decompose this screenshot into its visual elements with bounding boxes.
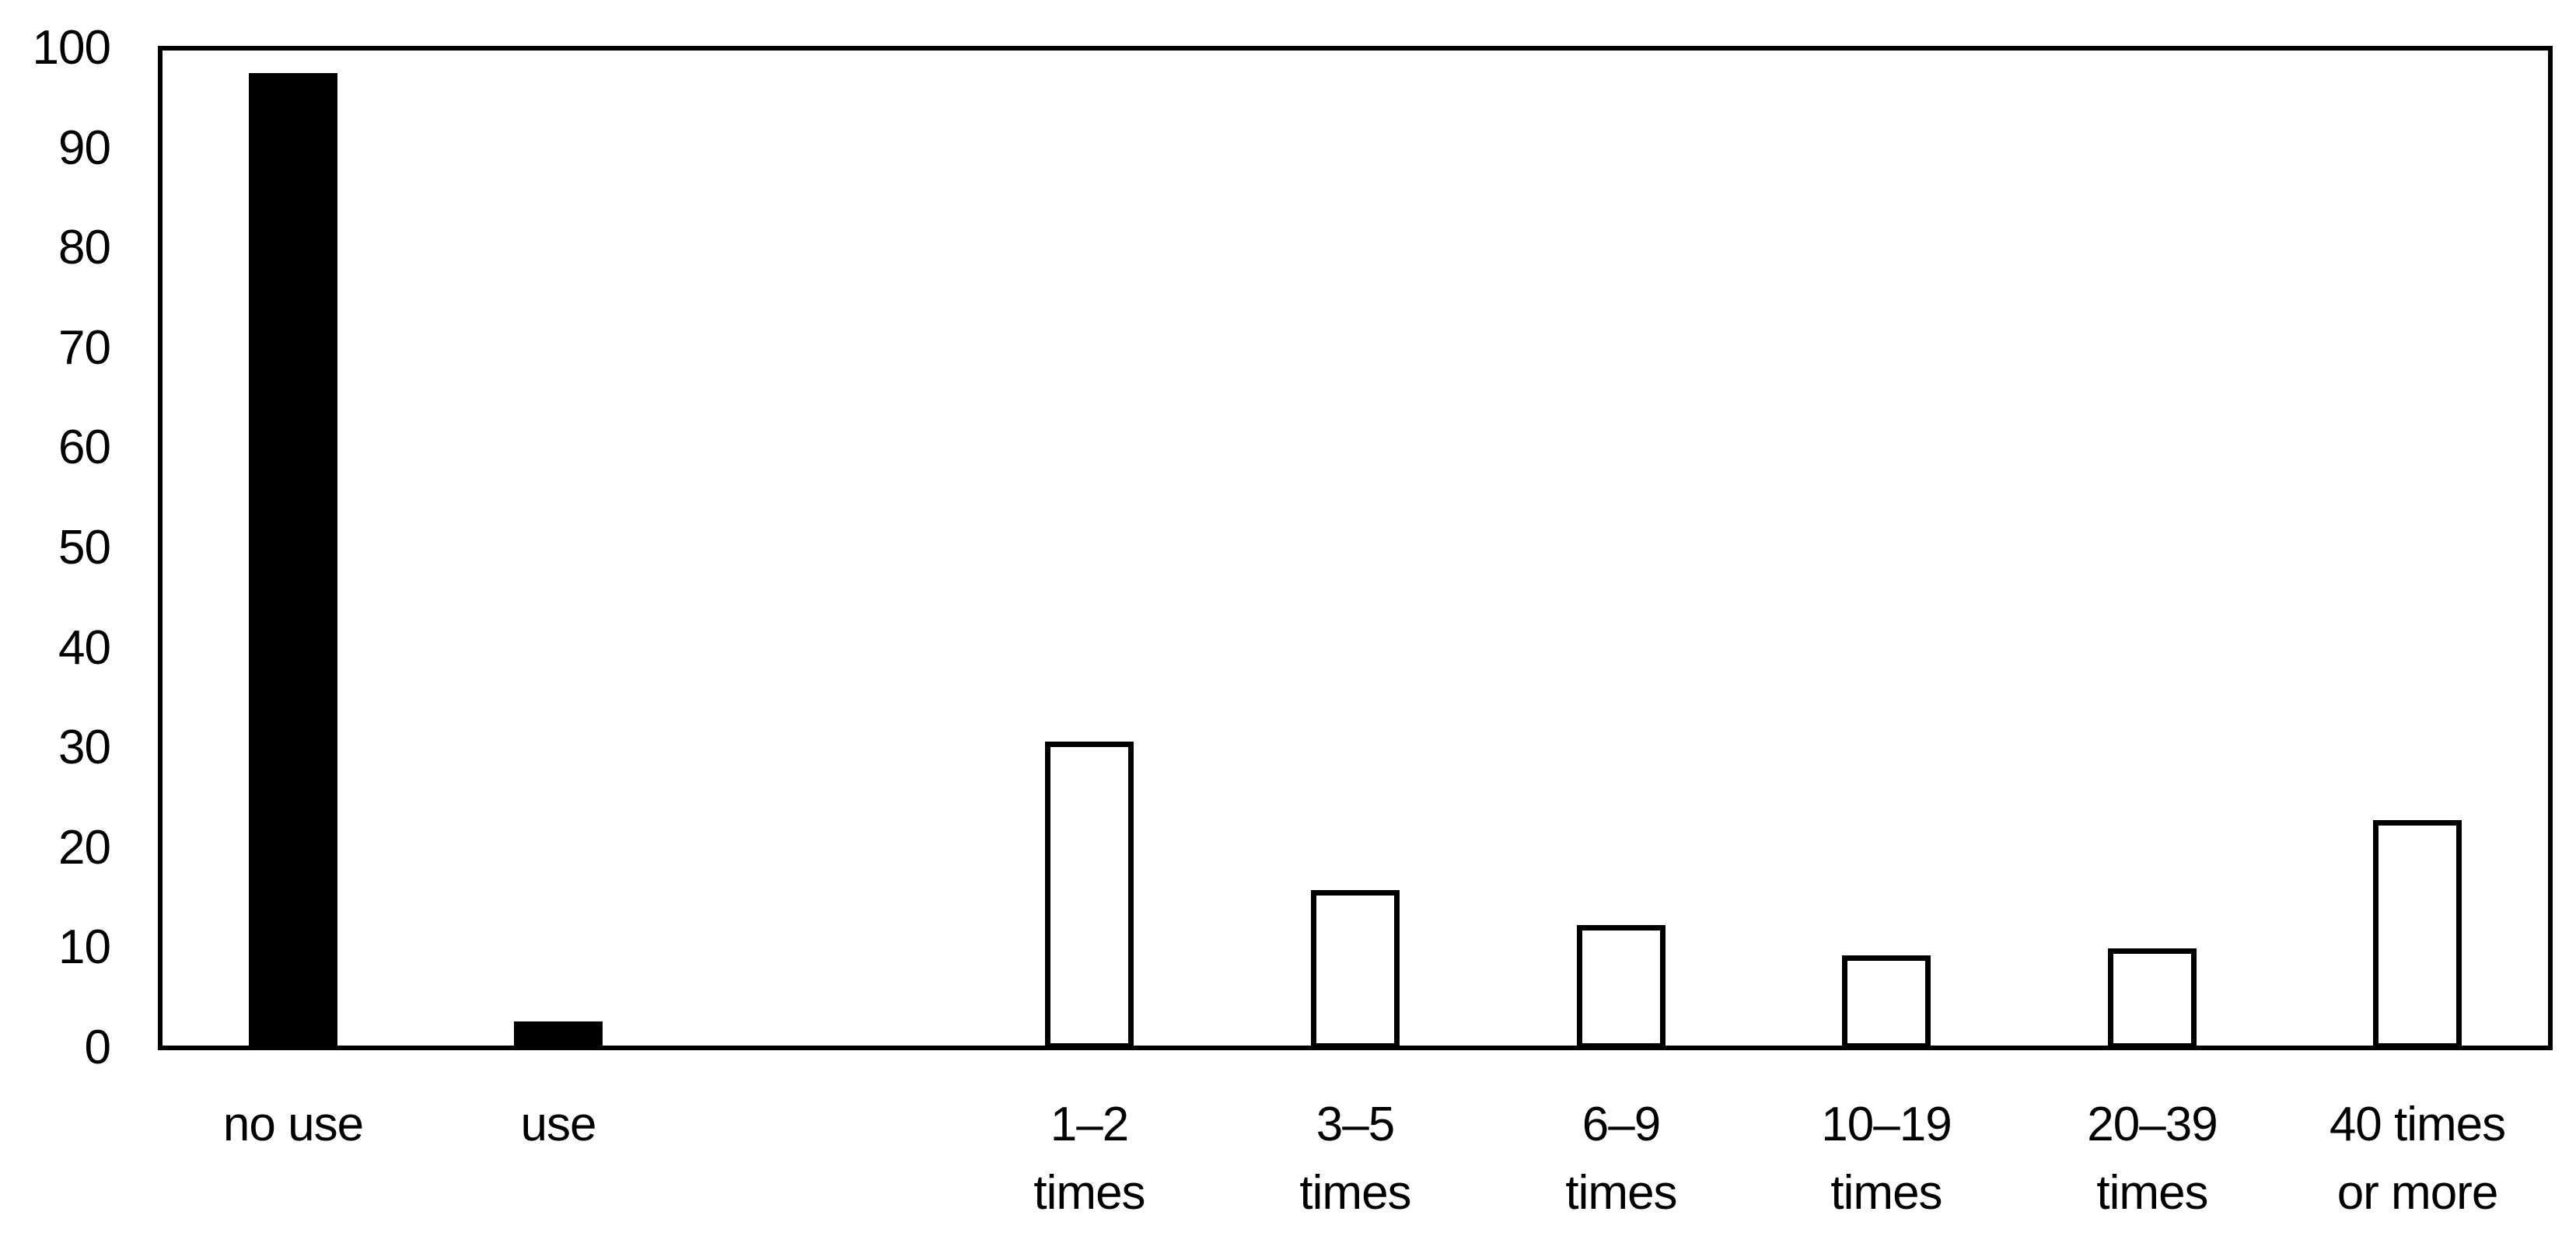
x-category-label-use: use (520, 1098, 597, 1151)
x-category-label-20-39-times: 20–39 times (2087, 1098, 2218, 1220)
y-tick-label-100: 100 (32, 21, 111, 75)
y-tick-label-30: 30 (58, 721, 111, 774)
bar-20-39-times (2108, 948, 2197, 1049)
bar-3-5-times (1311, 890, 1400, 1049)
x-category-label-10-19-times: 10–19 times (1821, 1098, 1952, 1220)
y-tick-label-50: 50 (58, 521, 111, 574)
x-category-label-3-5-times: 3–5 times (1299, 1098, 1411, 1220)
bar-1-2-times (1045, 742, 1134, 1049)
x-category-label-no-use: no use (222, 1098, 364, 1151)
y-tick-label-90: 90 (58, 121, 111, 175)
y-tick-label-10: 10 (58, 920, 111, 974)
bar-6-9-times (1577, 925, 1665, 1049)
y-tick-label-0: 0 (84, 1021, 111, 1074)
y-tick-label-60: 60 (58, 421, 111, 474)
y-tick-label-80: 80 (58, 221, 111, 274)
x-category-label-40-times-or-more: 40 times or more (2329, 1098, 2506, 1220)
x-category-label-1-2-times: 1–2 times (1033, 1098, 1145, 1220)
bar-10-19-times (1842, 955, 1931, 1049)
y-tick-label-20: 20 (58, 821, 111, 875)
y-tick-label-70: 70 (58, 321, 111, 375)
bar-use (514, 1021, 603, 1049)
x-category-label-6-9-times: 6–9 times (1565, 1098, 1677, 1220)
bar-40-times-or-more (2373, 820, 2462, 1049)
bar-no-use (249, 73, 337, 1049)
y-tick-label-40: 40 (58, 621, 111, 675)
